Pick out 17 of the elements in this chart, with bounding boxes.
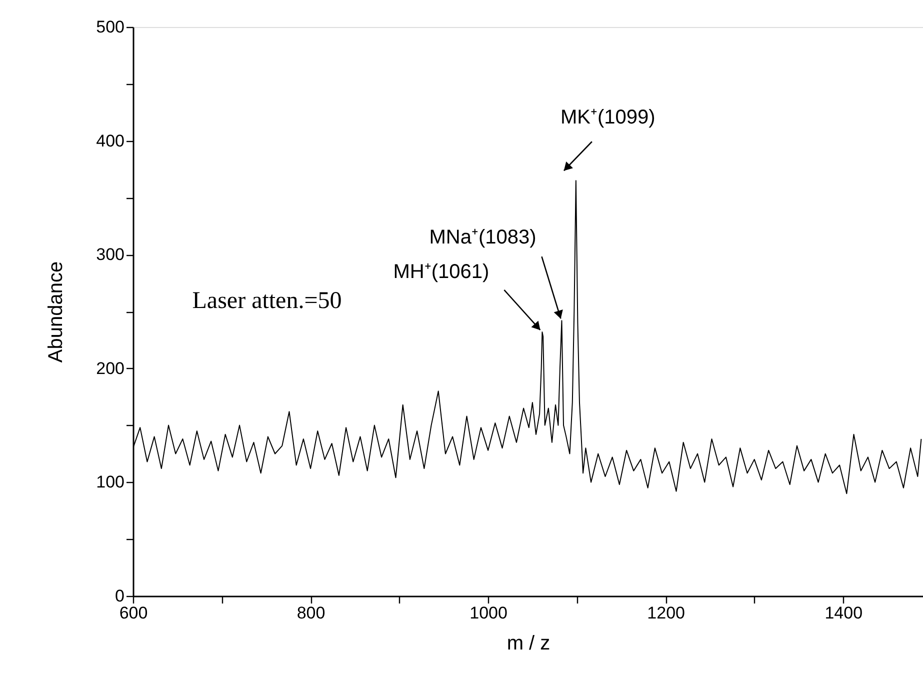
annotation: Laser atten.=50 (192, 288, 342, 314)
y-tick-label: 100 (96, 472, 124, 492)
x-tick-label: 1400 (824, 604, 863, 622)
x-tick-label: 1200 (647, 604, 685, 622)
y-tick-label: 200 (96, 358, 124, 378)
x-tick-label: 600 (119, 604, 148, 622)
y-axis-title: Abundance (45, 261, 68, 363)
annotation: MK⁺(1099) (560, 106, 656, 129)
x-tick-label: 800 (296, 604, 326, 622)
y-tick-label: 0 (115, 586, 124, 606)
x-tick-label: 1000 (470, 604, 508, 622)
annotation: MNa⁺(1083) (429, 226, 536, 249)
y-tick-label: 400 (96, 131, 124, 150)
y-tick-label: 300 (96, 245, 124, 264)
annotation: MH⁺(1061) (393, 260, 490, 283)
y-tick-label: 500 (96, 18, 124, 36)
x-axis-title: m / z (506, 632, 550, 654)
